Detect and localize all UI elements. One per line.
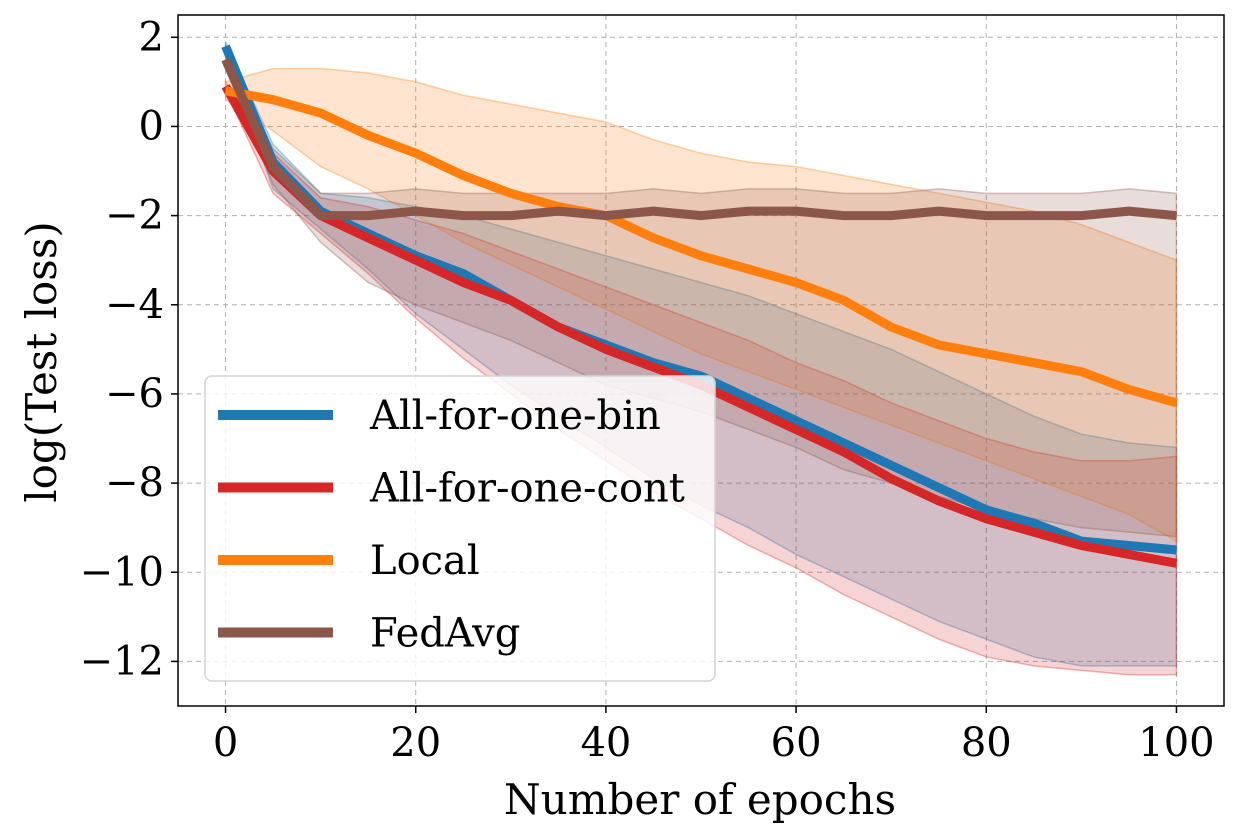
x-tick-label: 60 (771, 720, 822, 766)
y-axis-label: log(Test loss) (17, 221, 66, 503)
y-tick-label: 2 (139, 14, 164, 60)
legend-label-all-for-one-cont: All-for-one-cont (369, 466, 685, 512)
y-tick-label: −6 (105, 371, 164, 417)
legend-label-fedavg: FedAvg (370, 611, 520, 657)
x-tick-label: 40 (580, 720, 631, 766)
y-axis-ticks: 2 0 −2 −4 −6 −8 −10 −12 (80, 14, 178, 684)
legend-label-all-for-one-bin: All-for-one-bin (369, 393, 661, 439)
band-local (224, 67, 1178, 543)
x-axis-label: Number of epochs (504, 775, 896, 824)
y-tick-label: −4 (105, 282, 164, 328)
plot-frame (177, 14, 1225, 707)
y-tick-label: −10 (80, 549, 164, 595)
x-tick-label: 100 (1138, 720, 1214, 766)
x-axis-ticks: 0 20 40 60 80 100 (213, 706, 1215, 766)
y-tick-label: 0 (139, 103, 164, 149)
legend-box (204, 375, 716, 682)
legend: All-for-one-bin All-for-one-cont Local FedA… (204, 375, 716, 682)
y-tick-label: −8 (105, 460, 164, 506)
x-tick-label: 80 (961, 720, 1012, 766)
x-tick-label: 0 (213, 720, 238, 766)
band-fedavg (224, 50, 1178, 538)
y-tick-label: −2 (105, 193, 164, 239)
legend-label-local: Local (370, 538, 480, 584)
line-local (224, 86, 1178, 408)
y-tick-label: −12 (80, 638, 164, 684)
line-fedavg (221, 57, 1177, 221)
x-tick-label: 20 (390, 720, 441, 766)
